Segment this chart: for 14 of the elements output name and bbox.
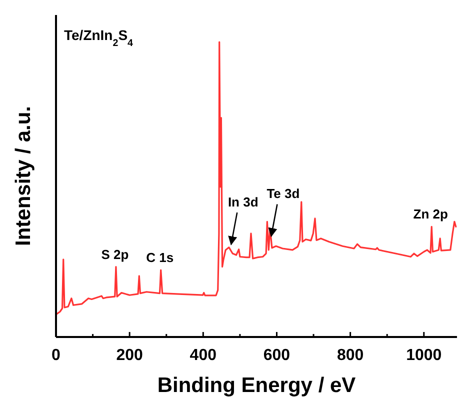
chart-title: Te/ZnIn$_{2}$S$_{4}$: [64, 27, 134, 48]
annotation: Zn 2p: [413, 206, 448, 222]
x-tick-label: 600: [263, 347, 290, 364]
y-axis-title: Intensity / a.u.: [12, 106, 35, 246]
x-tick-label: 400: [190, 347, 217, 364]
x-tick-label: 0: [52, 347, 61, 364]
annotation: Te 3d: [266, 186, 300, 202]
x-tick-label: 800: [336, 347, 364, 364]
annotation: C 1s: [146, 250, 174, 266]
annotation: S 2p: [101, 246, 129, 262]
annotation: In 3d: [228, 194, 258, 210]
x-tick-label: 1000: [406, 347, 442, 364]
x-axis-title: Binding Energy / eV: [157, 374, 356, 397]
x-tick-label: 200: [116, 347, 144, 364]
